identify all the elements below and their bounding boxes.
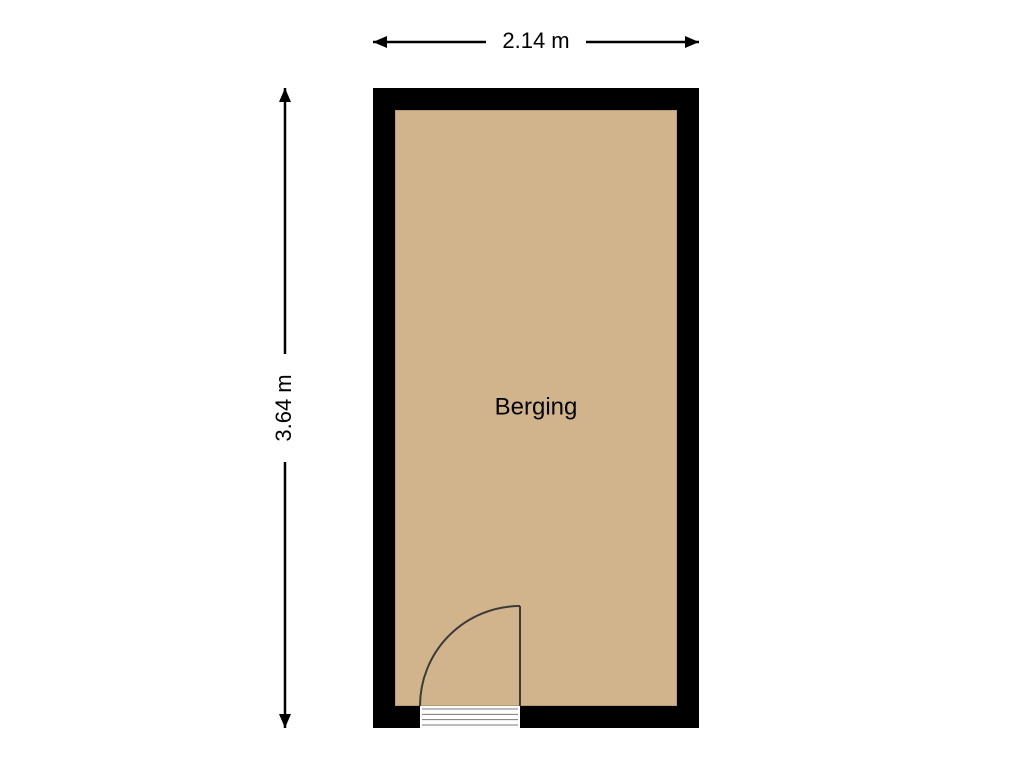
dimension-arrowhead (685, 36, 699, 48)
room-label: Berging (495, 393, 578, 420)
dimension-height-label: 3.64 m (271, 374, 296, 441)
dimension-height: 3.64 m (271, 88, 296, 728)
dimension-arrowhead (279, 714, 291, 728)
dimension-width-label: 2.14 m (502, 28, 569, 53)
dimension-width: 2.14 m (373, 28, 699, 53)
dimension-arrowhead (279, 88, 291, 102)
dimension-arrowhead (373, 36, 387, 48)
